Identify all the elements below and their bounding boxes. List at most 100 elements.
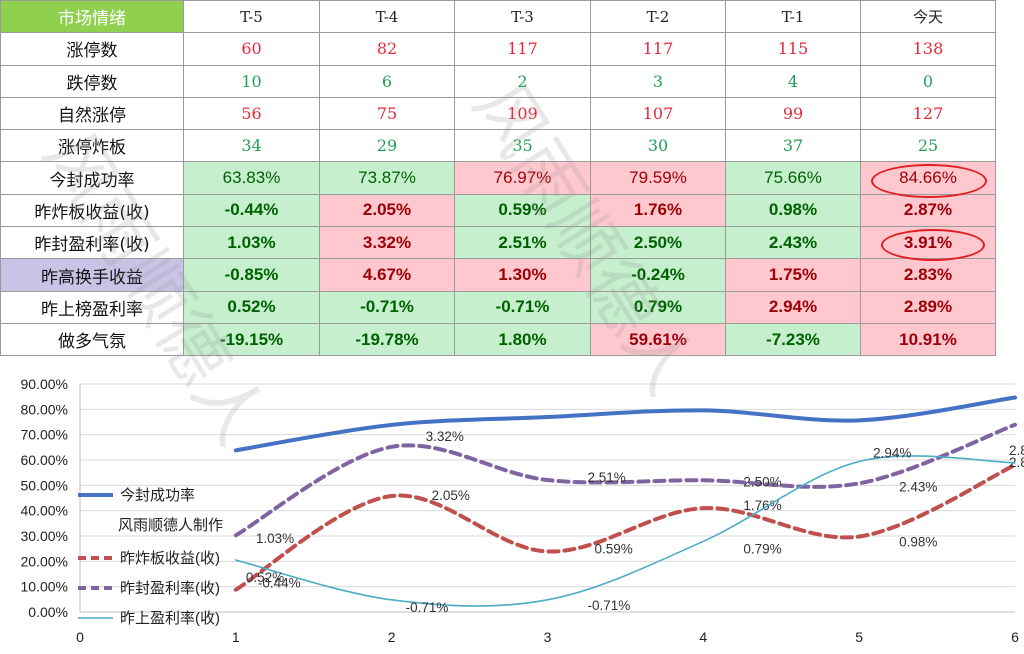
table-cell: 34	[183, 129, 320, 163]
y-tick-label: 20.00%	[21, 553, 68, 569]
table-cell: 4.67%	[319, 258, 455, 292]
data-label: 0.59%	[595, 541, 633, 556]
data-label: 0.52%	[246, 570, 284, 585]
table-cell: 99	[725, 96, 861, 131]
table-cell: 25	[860, 129, 996, 163]
y-tick-label: 40.00%	[21, 503, 68, 519]
table-cell: 109	[454, 96, 591, 131]
table-cell: 37	[725, 129, 861, 163]
table-row: 昨上榜盈利率 0.52% -0.71% -0.71% 0.79% 2.94% 2.89%	[0, 290, 996, 324]
legend-label: 今封成功率	[120, 487, 195, 504]
table-cell: 2.89%	[860, 290, 996, 324]
table-cell: 75.66%	[725, 161, 861, 195]
table-cell: 56	[183, 96, 320, 131]
row-label: 涨停数	[0, 32, 184, 66]
table-row: 昨封盈利率(收) 1.03% 3.32% 2.51% 2.50% 2.43% 3.91%	[0, 226, 996, 260]
row-label: 昨炸板收益(收)	[0, 193, 184, 228]
table-cell: 2.94%	[725, 290, 861, 324]
series-line-3	[235, 455, 1016, 607]
data-label: 2.87%	[1009, 455, 1024, 470]
table-cell: 1.80%	[454, 322, 591, 357]
legend-label: 昨炸板收益(收)	[120, 549, 220, 567]
table-cell: 0.79%	[590, 290, 726, 324]
table-cell: 2	[454, 64, 591, 98]
data-label: 2.94%	[873, 446, 911, 461]
series-line-2	[233, 422, 1017, 538]
table-cell: 79.59%	[590, 161, 726, 195]
table-cell: 0.98%	[725, 193, 861, 228]
data-label: 2.05%	[432, 488, 470, 503]
table-cell: 3	[590, 64, 726, 98]
table-row: 昨炸板收益(收) -0.44% 2.05% 0.59% 1.76% 0.98% 2.87%	[0, 193, 996, 228]
row-label: 昨高换手收益	[0, 258, 184, 292]
column-header-1: T-4	[319, 0, 455, 34]
row-label: 昨上榜盈利率	[0, 290, 184, 324]
row-label: 今封成功率	[0, 161, 184, 195]
table-cell: -19.78%	[319, 322, 455, 357]
table-row: 自然涨停 56 75 109 107 99 127	[0, 96, 996, 131]
table-cell: 0.52%	[183, 290, 320, 324]
x-tick-label: 6	[1011, 629, 1019, 645]
table-cell: 0.59%	[454, 193, 591, 228]
table-cell: 76.97%	[454, 161, 591, 195]
table-cell: -0.71%	[454, 290, 591, 324]
table-cell: 30	[590, 129, 726, 163]
market-sentiment-table-wrap: 市场情绪 T-5 T-4 T-3 T-2 T-1 今天 涨停数 60 82 117 117 115 138…	[0, 0, 996, 357]
table-cell: 117	[454, 32, 591, 66]
table-cell: 127	[860, 96, 996, 131]
data-label: 0.98%	[899, 535, 937, 550]
table-corner-label: 市场情绪	[0, 0, 184, 34]
table-cell: 3.91%	[860, 226, 996, 260]
data-label: 1.76%	[743, 498, 781, 513]
x-tick-label: 2	[388, 629, 396, 645]
data-label: 2.89%	[1009, 443, 1024, 458]
row-label: 昨封盈利率(收)	[0, 226, 184, 260]
data-label: -0.71%	[588, 598, 631, 613]
table-row: 涨停炸板 34 29 35 30 37 25	[0, 129, 996, 163]
table-cell: 10.91%	[860, 322, 996, 357]
table-cell: 2.50%	[590, 226, 726, 260]
table-cell: 84.66%	[860, 161, 996, 195]
x-tick-label: 4	[699, 629, 707, 645]
x-tick-label: 1	[232, 629, 240, 645]
table-row: 跌停数 10 6 2 3 4 0	[0, 64, 996, 98]
column-header-5: 今天	[860, 0, 996, 34]
table-cell: 2.87%	[860, 193, 996, 228]
row-label: 自然涨停	[0, 96, 184, 131]
y-tick-label: 70.00%	[21, 427, 68, 443]
table-cell: 115	[725, 32, 861, 66]
table-cell: 2.05%	[319, 193, 455, 228]
table-cell: 6	[319, 64, 455, 98]
x-tick-label: 5	[855, 629, 863, 645]
table-cell: 59.61%	[590, 322, 726, 357]
table-cell: 82	[319, 32, 455, 66]
y-tick-label: 0.00%	[28, 604, 68, 620]
column-header-0: T-5	[183, 0, 320, 34]
table-cell: 1.75%	[725, 258, 861, 292]
table-cell: 35	[454, 129, 591, 163]
column-header-2: T-3	[454, 0, 591, 34]
sentiment-line-chart: 0.00% 10.00% 20.00% 30.00% 40.00% 50.00% 60.00…	[21, 376, 1024, 645]
data-label: 1.03%	[256, 531, 294, 546]
table-cell: 63.83%	[183, 161, 320, 195]
legend-label: 昨上盈利率(收)	[120, 610, 220, 627]
series-line-1	[233, 463, 1017, 592]
data-label: 2.43%	[899, 479, 937, 494]
table-header-row: 市场情绪 T-5 T-4 T-3 T-2 T-1 今天	[0, 0, 996, 34]
series-line-0	[233, 395, 1017, 453]
y-tick-label: 90.00%	[21, 376, 68, 392]
table-cell: 10	[183, 64, 320, 98]
table-cell: 4	[725, 64, 861, 98]
table-cell: 29	[319, 129, 455, 163]
table-row: 昨高换手收益 -0.85% 4.67% 1.30% -0.24% 1.75% 2.83%	[0, 258, 996, 292]
y-tick-label: 10.00%	[21, 579, 68, 595]
legend-label: 昨封盈利率(收)	[120, 580, 220, 597]
table-cell: 3.32%	[319, 226, 455, 260]
table-cell: 2.83%	[860, 258, 996, 292]
data-label: -0.44%	[258, 576, 301, 591]
table-cell: -0.71%	[319, 290, 455, 324]
y-tick-label: 50.00%	[21, 477, 68, 493]
table-row: 涨停数 60 82 117 117 115 138	[0, 32, 996, 66]
table-cell: 60	[183, 32, 320, 66]
data-label: 2.51%	[588, 470, 626, 485]
